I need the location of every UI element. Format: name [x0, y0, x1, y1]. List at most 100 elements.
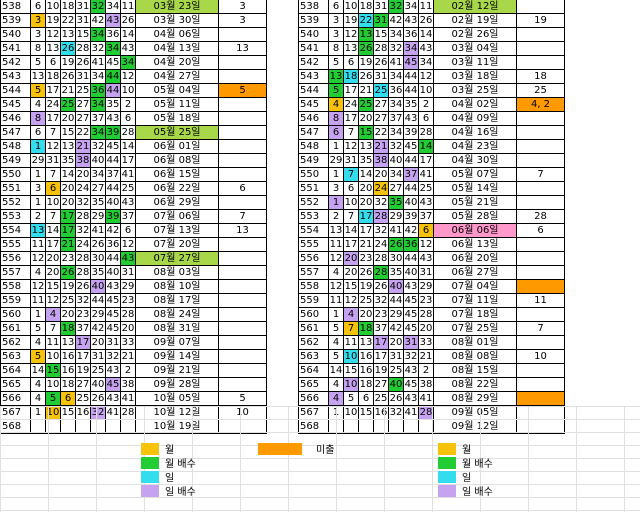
number-cell[interactable]: 6	[359, 392, 374, 405]
number-cell[interactable]: 43	[404, 280, 419, 293]
number-cell[interactable]: 19	[61, 280, 76, 293]
number-cell[interactable]: 40	[91, 154, 106, 167]
number-cell[interactable]: 26	[61, 42, 76, 55]
number-cell[interactable]: 20	[359, 196, 374, 209]
number-cell[interactable]: 18	[359, 378, 374, 391]
number-cell[interactable]: 34	[91, 28, 106, 41]
round-number-cell[interactable]: 540	[1, 28, 31, 41]
number-cell[interactable]: 32	[76, 196, 91, 209]
number-cell[interactable]: 1	[329, 140, 344, 153]
number-cell[interactable]: 36	[106, 238, 121, 251]
number-cell[interactable]: 32	[374, 294, 389, 307]
round-number-cell[interactable]: 547	[1, 126, 31, 139]
date-cell[interactable]: 04월 20일	[136, 56, 219, 69]
number-cell[interactable]: 38	[76, 154, 91, 167]
number-cell[interactable]: 35	[61, 154, 76, 167]
number-cell[interactable]: 4	[31, 266, 46, 279]
number-cell[interactable]: 15	[359, 126, 374, 139]
number-cell[interactable]: 4	[31, 378, 46, 391]
number-cell[interactable]: 18	[61, 378, 76, 391]
number-cell[interactable]: 6	[419, 112, 434, 125]
number-cell[interactable]: 12	[46, 140, 61, 153]
number-cell[interactable]: 20	[61, 308, 76, 321]
number-cell[interactable]: 32	[91, 140, 106, 153]
date-cell[interactable]: 04월 06일	[136, 28, 219, 41]
number-cell[interactable]: 4	[329, 378, 344, 391]
number-cell[interactable]: 13	[359, 28, 374, 41]
number-cell[interactable]: 13	[329, 70, 344, 83]
number-cell[interactable]: 3	[329, 182, 344, 195]
number-cell[interactable]: 24	[46, 98, 61, 111]
number-cell[interactable]: 27	[374, 378, 389, 391]
round-number-cell[interactable]: 558	[1, 280, 31, 293]
date-cell[interactable]: 03월 04일	[434, 42, 517, 55]
number-cell[interactable]: 16	[359, 350, 374, 363]
number-cell[interactable]: 41	[389, 56, 404, 69]
number-cell[interactable]: 17	[46, 238, 61, 251]
number-cell[interactable]: 7	[344, 322, 359, 335]
round-number-cell[interactable]: 553	[299, 210, 329, 223]
match-cell[interactable]: 13	[219, 42, 267, 55]
number-cell[interactable]: 21	[419, 350, 434, 363]
number-cell[interactable]: 12	[344, 28, 359, 41]
round-number-cell[interactable]: 566	[299, 392, 329, 405]
number-cell[interactable]: 34	[419, 56, 434, 69]
number-cell[interactable]: 28	[76, 210, 91, 223]
number-cell[interactable]: 15	[374, 28, 389, 41]
number-cell[interactable]: 11	[329, 294, 344, 307]
number-cell[interactable]: 7	[46, 322, 61, 335]
number-cell[interactable]: 43	[106, 392, 121, 405]
number-cell[interactable]: 18	[61, 0, 76, 13]
number-cell[interactable]: 42	[389, 322, 404, 335]
round-number-cell[interactable]: 539	[1, 14, 31, 27]
number-cell[interactable]: 44	[404, 70, 419, 83]
number-cell[interactable]: 6	[46, 56, 61, 69]
number-cell[interactable]: 10	[344, 0, 359, 13]
number-cell[interactable]: 28	[374, 42, 389, 55]
number-cell[interactable]: 45	[404, 294, 419, 307]
number-cell[interactable]: 32	[389, 42, 404, 55]
match-cell[interactable]	[219, 98, 267, 111]
number-cell[interactable]: 43	[121, 252, 136, 265]
number-cell[interactable]: 41	[121, 392, 136, 405]
round-number-cell[interactable]: 543	[1, 70, 31, 83]
date-cell[interactable]: 05월 18일	[136, 112, 219, 125]
number-cell[interactable]: 31	[389, 350, 404, 363]
date-cell[interactable]: 07월 13일	[136, 224, 219, 237]
number-cell[interactable]: 42	[91, 14, 106, 27]
number-cell[interactable]: 43	[404, 364, 419, 377]
number-cell[interactable]: 8	[329, 112, 344, 125]
match-cell[interactable]	[517, 280, 565, 293]
match-cell[interactable]	[517, 266, 565, 279]
number-cell[interactable]: 30	[91, 252, 106, 265]
number-cell[interactable]: 17	[76, 336, 91, 349]
number-cell[interactable]: 45	[106, 322, 121, 335]
number-cell[interactable]: 26	[91, 238, 106, 251]
number-cell[interactable]: 26	[359, 42, 374, 55]
number-cell[interactable]: 23	[61, 252, 76, 265]
number-cell[interactable]: 40	[389, 154, 404, 167]
round-number-cell[interactable]: 547	[299, 126, 329, 139]
round-number-cell[interactable]: 541	[299, 42, 329, 55]
match-cell[interactable]: 3	[219, 0, 267, 13]
number-cell[interactable]: 7	[344, 126, 359, 139]
round-number-cell[interactable]: 558	[299, 280, 329, 293]
date-cell[interactable]: 08월 10일	[136, 280, 219, 293]
number-cell[interactable]: 4	[31, 98, 46, 111]
number-cell[interactable]: 32	[374, 196, 389, 209]
number-cell[interactable]: 6	[344, 56, 359, 69]
round-number-cell[interactable]: 566	[1, 392, 31, 405]
number-cell[interactable]: 17	[61, 210, 76, 223]
number-cell[interactable]: 36	[106, 28, 121, 41]
match-cell[interactable]	[517, 196, 565, 209]
number-cell[interactable]: 31	[76, 0, 91, 13]
round-number-cell[interactable]: 560	[1, 308, 31, 321]
number-cell[interactable]: 34	[91, 70, 106, 83]
number-cell[interactable]: 29	[31, 154, 46, 167]
number-cell[interactable]: 4	[329, 336, 344, 349]
number-cell[interactable]: 21	[61, 238, 76, 251]
number-cell[interactable]: 2	[419, 364, 434, 377]
round-number-cell[interactable]: 540	[299, 28, 329, 41]
number-cell[interactable]: 34	[91, 98, 106, 111]
date-cell[interactable]: 03월 11일	[434, 56, 517, 69]
